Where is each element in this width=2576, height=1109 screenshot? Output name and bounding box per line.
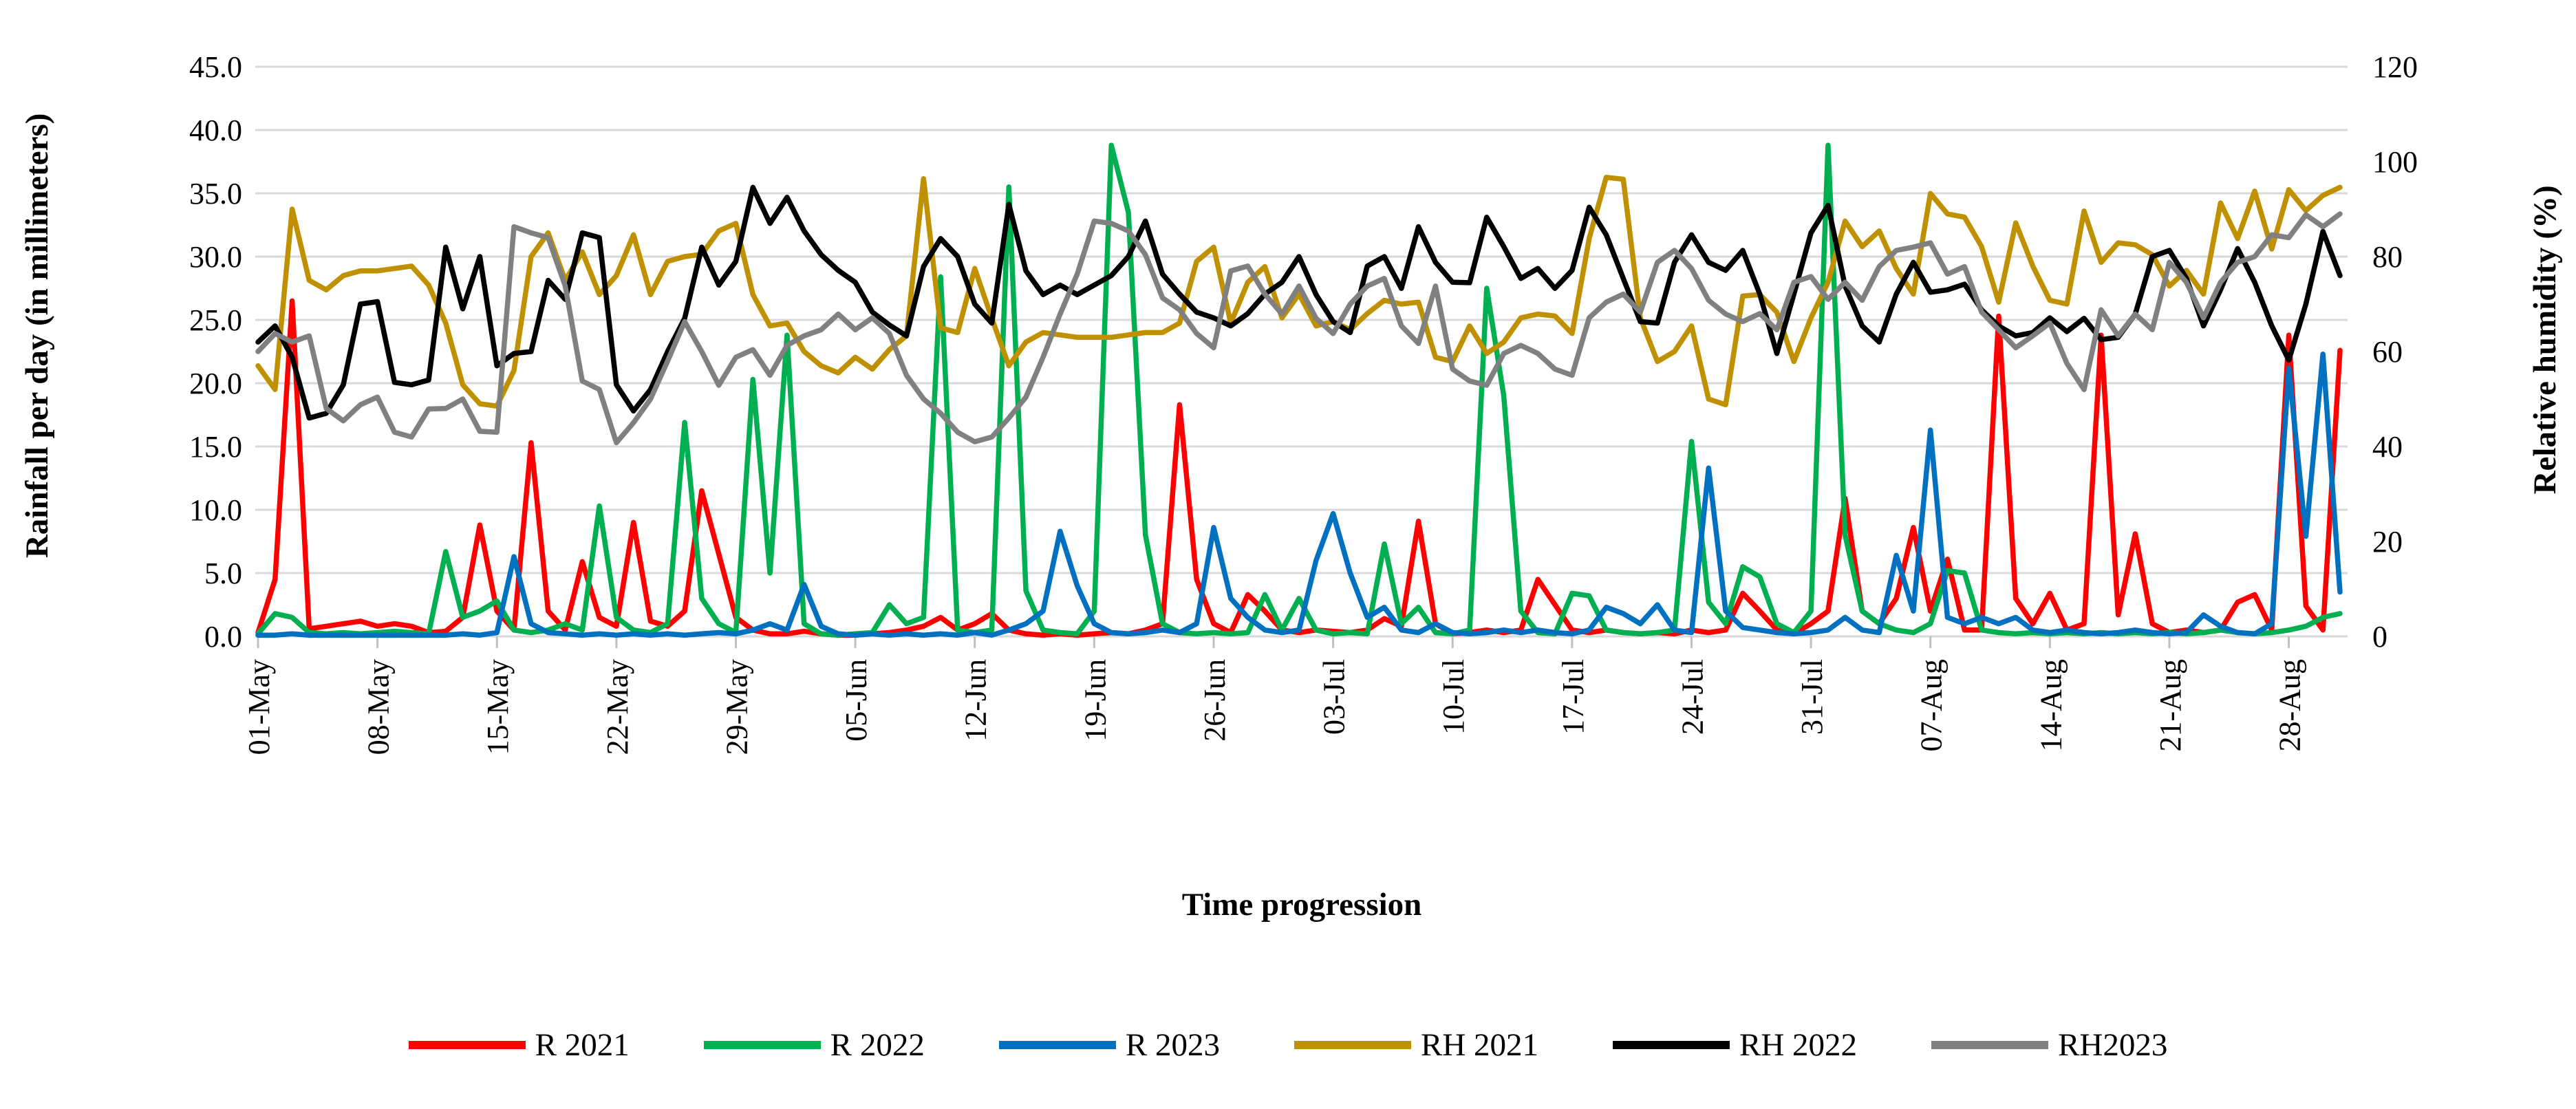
y-axis-tick-label-left: 5.0 xyxy=(204,557,242,590)
y-axis-title-right: Relative humidity (%) xyxy=(2527,185,2564,495)
legend-label-rh2023: RH2023 xyxy=(2058,1027,2168,1063)
legend-swatch-rh-2021 xyxy=(1294,1041,1411,1049)
legend-swatch-r-2021 xyxy=(408,1041,526,1049)
y-axis-tick-label-right: 0 xyxy=(2372,620,2387,654)
legend-item-r-2021: R 2021 xyxy=(408,1026,630,1064)
x-axis-tick-label: 05-Jun xyxy=(839,659,873,742)
legend-item-r-2023: R 2023 xyxy=(998,1026,1220,1064)
legend-item-rh-2021: RH 2021 xyxy=(1294,1026,1538,1064)
y-axis-tick-label-left: 25.0 xyxy=(189,303,242,337)
x-axis-tick-label: 31-Jul xyxy=(1795,659,1829,735)
y-axis-tick-label-left: 30.0 xyxy=(189,240,242,274)
x-axis-tick-label: 08-May xyxy=(362,659,396,755)
x-axis-tick-label: 15-May xyxy=(481,659,515,755)
y-axis-tick-label-right: 100 xyxy=(2372,145,2418,179)
series-line-r-2021 xyxy=(255,298,2343,638)
legend-swatch-r-2023 xyxy=(998,1041,1116,1049)
x-axis-tick-label: 21-Aug xyxy=(2154,659,2187,751)
chart-legend: R 2021 R 2022 R 2023 RH 2021 RH 2022 RH2… xyxy=(0,1026,2576,1064)
series-line-rh-2021 xyxy=(255,175,2343,409)
legend-swatch-rh2023 xyxy=(1931,1041,2049,1049)
legend-label-rh-2021: RH 2021 xyxy=(1420,1027,1539,1063)
x-axis-tick-label: 22-May xyxy=(601,659,634,755)
y-axis-tick-label-left: 20.0 xyxy=(189,367,242,400)
y-axis-tick-label-left: 35.0 xyxy=(189,177,242,211)
legend-item-rh2023: RH2023 xyxy=(1931,1026,2167,1064)
y-axis-title-left: Rainfall per day (in millimeters) xyxy=(19,113,56,559)
series-line-rh2023 xyxy=(255,211,2343,446)
y-axis-tick-label-left: 0.0 xyxy=(204,620,242,654)
x-axis-tick-label: 17-Jul xyxy=(1556,659,1590,735)
x-axis-tick-label: 26-Jun xyxy=(1198,659,1232,742)
legend-swatch-rh-2022 xyxy=(1613,1041,1730,1049)
x-axis-tick-label: 19-Jun xyxy=(1078,659,1112,742)
legend-item-rh-2022: RH 2022 xyxy=(1613,1026,1857,1064)
legend-label-r-2023: R 2023 xyxy=(1125,1027,1220,1063)
legend-label-rh-2022: RH 2022 xyxy=(1739,1027,1858,1063)
y-axis-tick-label-right: 80 xyxy=(2372,240,2403,274)
y-axis-tick-label-right: 20 xyxy=(2372,525,2403,559)
legend-label-r-2022: R 2022 xyxy=(830,1027,925,1063)
x-axis-tick-label: 24-Jul xyxy=(1675,659,1709,735)
series-line-r-2022 xyxy=(255,142,2343,638)
x-axis-tick-label: 10-Jul xyxy=(1437,659,1470,735)
x-axis-tick-label: 14-Aug xyxy=(2034,659,2068,751)
legend-swatch-r-2022 xyxy=(703,1041,821,1049)
x-axis-tick-label: 03-Jul xyxy=(1318,659,1351,735)
x-axis-tick-label: 29-May xyxy=(720,659,753,755)
y-axis-tick-label-left: 15.0 xyxy=(189,430,242,464)
y-axis-tick-label-left: 40.0 xyxy=(189,114,242,147)
legend-item-r-2022: R 2022 xyxy=(703,1026,925,1064)
y-axis-tick-label-right: 60 xyxy=(2372,335,2403,369)
y-axis-tick-label-left: 10.0 xyxy=(189,493,242,527)
x-axis-tick-label: 28-Aug xyxy=(2273,659,2307,751)
series-line-r-2023 xyxy=(255,351,2343,638)
y-axis-tick-label-right: 120 xyxy=(2372,50,2418,84)
x-axis-tick-label: 01-May xyxy=(242,659,276,755)
x-axis-tick-label: 07-Aug xyxy=(1915,659,1949,751)
x-axis-tick-label: 12-Jun xyxy=(959,659,993,742)
legend-label-r-2021: R 2021 xyxy=(535,1027,630,1063)
x-axis-title: Time progression xyxy=(1181,887,1422,923)
y-axis-tick-label-right: 40 xyxy=(2372,430,2403,464)
y-axis-tick-label-left: 45.0 xyxy=(189,50,242,84)
